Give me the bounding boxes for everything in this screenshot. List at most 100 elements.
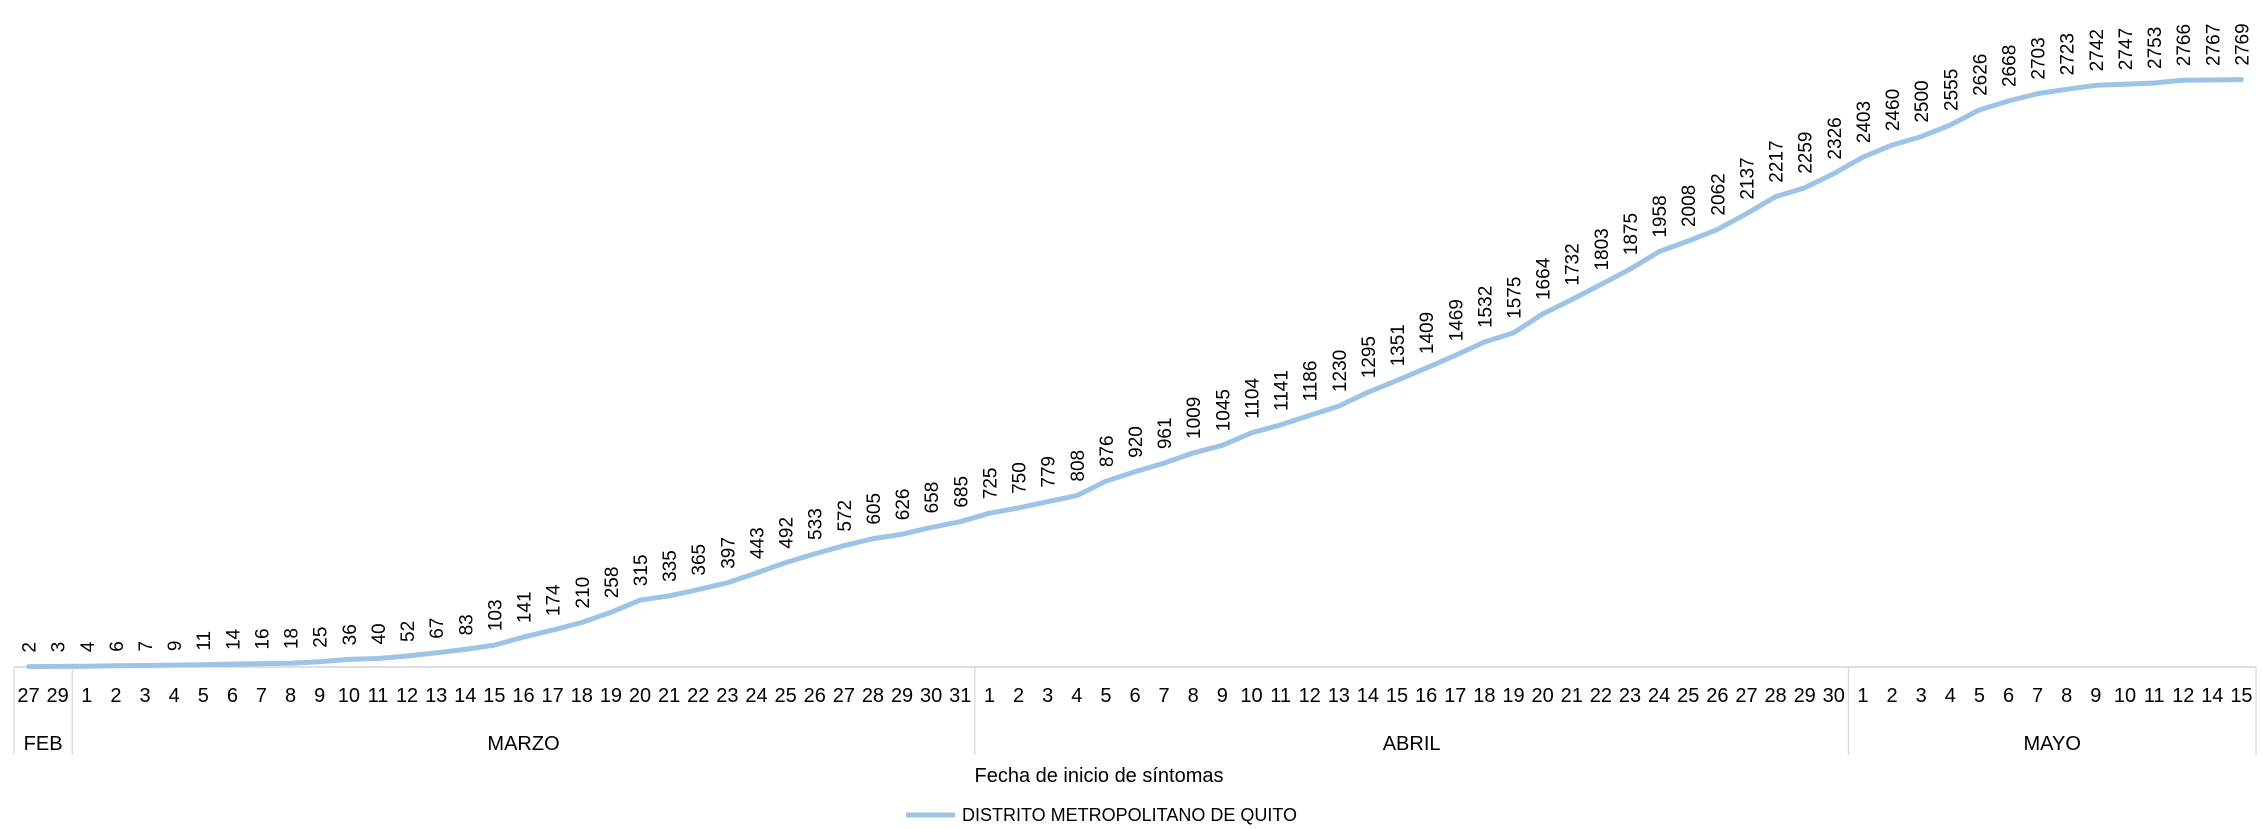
data-label: 2668 [2000, 45, 2021, 87]
x-tick-label: 8 [285, 685, 296, 707]
x-tick-label: 2 [1013, 685, 1024, 707]
x-tick-label: 11 [368, 685, 389, 707]
x-tick-label: 12 [2172, 685, 2194, 707]
x-tick-label: 4 [169, 685, 180, 707]
data-label: 2767 [2203, 24, 2224, 66]
x-tick-label: 11 [2144, 685, 2165, 707]
x-tick-label: 6 [2003, 685, 2014, 707]
x-tick-label: 22 [687, 685, 709, 707]
data-label: 2723 [2058, 33, 2079, 75]
data-label: 920 [1126, 426, 1147, 458]
x-tick-label: 16 [512, 685, 534, 707]
data-label: 685 [951, 476, 972, 508]
data-label: 1009 [1184, 397, 1205, 439]
data-label: 9 [165, 641, 186, 652]
data-label: 397 [718, 537, 739, 569]
x-tick-label: 6 [1129, 685, 1140, 707]
x-tick-label: 23 [716, 685, 738, 707]
data-label: 2137 [1737, 157, 1758, 199]
x-tick-label: 7 [1159, 685, 1170, 707]
x-tick-label: 27 [833, 685, 855, 707]
data-label: 725 [980, 467, 1001, 499]
data-label: 2769 [2232, 23, 2253, 65]
data-label: 1803 [1592, 228, 1613, 270]
data-label: 1409 [1417, 312, 1438, 354]
data-label: 335 [660, 550, 681, 582]
data-label: 1141 [1272, 370, 1293, 411]
x-tick-label: 12 [396, 685, 418, 707]
x-tick-label: 2 [110, 685, 121, 707]
month-group-label: FEB [24, 733, 63, 755]
x-tick-label: 4 [1071, 685, 1082, 707]
data-label: 1958 [1650, 195, 1671, 237]
data-label: 2259 [1796, 131, 1817, 173]
data-label: 3 [49, 642, 70, 653]
x-tick-label: 1 [1857, 685, 1868, 707]
x-tick-label: 5 [1100, 685, 1111, 707]
data-label: 2626 [1970, 54, 1991, 96]
month-group-label: MAYO [2023, 733, 2080, 755]
x-tick-label: 14 [454, 685, 476, 707]
data-label: 443 [747, 527, 768, 559]
data-label: 1664 [1534, 257, 1555, 300]
series-line-layer [26, 77, 2244, 670]
x-tick-label: 20 [1532, 685, 1554, 707]
x-tick-label: 13 [1328, 685, 1350, 707]
data-label: 141 [515, 591, 536, 623]
x-tick-label: 25 [1677, 685, 1699, 707]
data-label: 315 [631, 554, 652, 586]
x-tick-label: 3 [1916, 685, 1927, 707]
data-label: 961 [1155, 417, 1176, 449]
legend: DISTRITO METROPOLITANO DE QUITO [906, 805, 1297, 825]
data-label: 2008 [1679, 185, 1700, 227]
data-label: 1532 [1475, 286, 1496, 328]
x-tick-label: 27 [17, 685, 39, 707]
data-label: 1469 [1446, 299, 1467, 341]
x-tick-label: 24 [745, 685, 767, 707]
x-tick-label: 11 [1270, 685, 1291, 707]
data-label: 210 [573, 577, 594, 609]
x-tick-label: 1 [984, 685, 995, 707]
x-tick-label: 19 [600, 685, 622, 707]
data-label: 40 [369, 623, 390, 644]
x-tick-label: 18 [571, 685, 593, 707]
data-label: 1875 [1621, 213, 1642, 255]
x-tick-label: 21 [658, 685, 680, 707]
month-group-label: ABRIL [1383, 733, 1441, 755]
data-label: 2 [20, 642, 41, 653]
data-label: 1186 [1301, 361, 1322, 402]
data-label: 365 [689, 544, 710, 576]
x-tick-label: 10 [2114, 685, 2136, 707]
x-tick-label: 10 [338, 685, 360, 707]
data-label: 658 [922, 482, 943, 514]
data-label: 6 [107, 641, 128, 652]
data-label: 2062 [1708, 173, 1729, 215]
x-tick-label: 25 [774, 685, 796, 707]
data-label: 25 [311, 627, 332, 648]
x-tick-labels: 27 29 1 2 3 4 5 6 7 8 9 10 11 12 13 14 15 16 17 18 19 20 21 22 2… [17, 685, 2252, 707]
data-label: 18 [282, 628, 303, 649]
data-label: 2326 [1825, 117, 1846, 159]
data-label: 2217 [1767, 140, 1788, 182]
x-tick-label: 26 [804, 685, 826, 707]
x-tick-label: 4 [1945, 685, 1956, 707]
data-label: 2747 [2116, 28, 2137, 70]
data-label: 83 [456, 614, 477, 635]
data-label: 52 [398, 621, 419, 642]
x-tick-label: 15 [483, 685, 505, 707]
x-tick-label: 19 [1502, 685, 1524, 707]
x-tick-label: 3 [139, 685, 150, 707]
data-label: 1045 [1213, 389, 1234, 431]
data-label: 533 [806, 508, 827, 540]
x-tick-label: 9 [1217, 685, 1228, 707]
data-label: 67 [427, 618, 448, 639]
x-tick-label: 17 [1444, 685, 1466, 707]
x-tick-label: 21 [1561, 685, 1583, 707]
data-label: 808 [1068, 450, 1089, 482]
x-tick-label: 7 [2032, 685, 2043, 707]
x-tick-label: 16 [1415, 685, 1437, 707]
x-tick-label: 29 [891, 685, 913, 707]
x-tick-label: 31 [949, 685, 971, 707]
x-tick-label: 12 [1299, 685, 1321, 707]
x-axis-title: Fecha de inicio de síntomas [974, 765, 1223, 787]
